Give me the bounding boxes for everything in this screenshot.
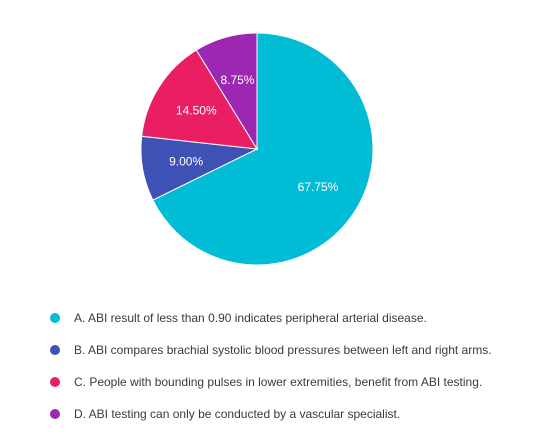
legend-item-a[interactable]: A. ABI result of less than 0.90 indicate… — [50, 308, 530, 328]
legend-item-c[interactable]: C. People with bounding pulses in lower … — [50, 372, 530, 392]
legend-dot-b — [50, 345, 60, 355]
legend-dot-a — [50, 313, 60, 323]
legend-label-d: D. ABI testing can only be conducted by … — [74, 407, 401, 421]
pie-slice-label-c: 14.50% — [176, 103, 217, 117]
legend-label-c: C. People with bounding pulses in lower … — [74, 375, 483, 389]
pie-slice-a[interactable] — [152, 32, 374, 266]
legend-item-d[interactable]: D. ABI testing can only be conducted by … — [50, 404, 530, 424]
legend: A. ABI result of less than 0.90 indicate… — [50, 308, 530, 436]
pie-slice-label-a: 67.75% — [298, 180, 339, 194]
legend-dot-c — [50, 377, 60, 387]
pie-slice-label-d: 8.75% — [220, 73, 254, 87]
pie-slice-d[interactable] — [195, 32, 258, 151]
pie-slice-label-b: 9.00% — [169, 154, 203, 168]
legend-label-b: B. ABI compares brachial systolic blood … — [74, 343, 492, 357]
legend-label-a: A. ABI result of less than 0.90 indicate… — [74, 311, 427, 325]
legend-item-b[interactable]: B. ABI compares brachial systolic blood … — [50, 340, 530, 360]
legend-dot-d — [50, 409, 60, 419]
pie-chart: 67.75% 9.00% 14.50% 8.75% — [140, 32, 374, 266]
pie-slice-c[interactable] — [141, 49, 258, 150]
